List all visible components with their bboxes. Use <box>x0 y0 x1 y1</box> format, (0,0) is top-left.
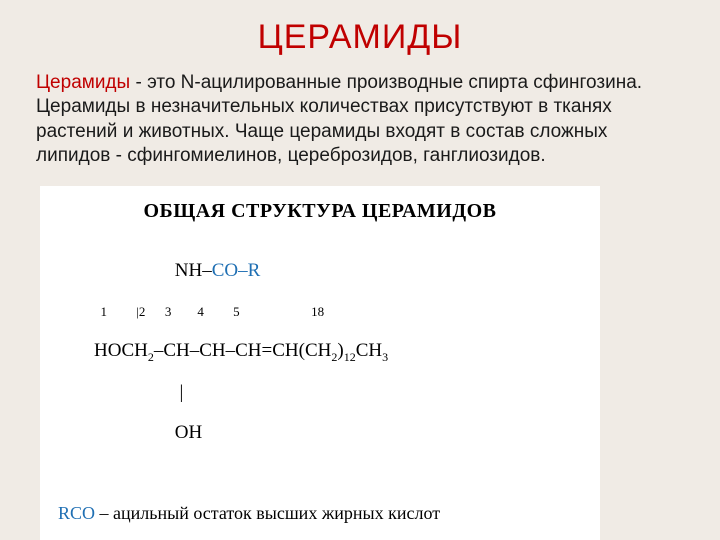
slide: ЦЕРАМИДЫ Церамиды - это N-ацилированные … <box>0 0 720 540</box>
formula-oh-line: OH <box>94 423 582 443</box>
body-paragraph: Церамиды - это N-ацилированные производн… <box>36 71 684 168</box>
index-18: 18 <box>311 304 324 319</box>
chain-mid1: –CH–CH–CH=CH(CH <box>154 340 332 361</box>
chain-end: CH <box>356 340 382 361</box>
sub-3: 3 <box>382 350 388 364</box>
formula-index-line: 1 |2 3 4 5 18 <box>94 301 582 321</box>
caption-rest: – ацильный остаток высших жирных кислот <box>95 503 440 523</box>
figure-caption: RCO – ацильный остаток высших жирных кис… <box>58 503 582 524</box>
indices-left: 1 <box>94 304 136 319</box>
figure-title: ОБЩАЯ СТРУКТУРА ЦЕРАМИДОВ <box>58 200 582 223</box>
oh-text: OH <box>175 422 202 443</box>
bar-2: |2 <box>136 304 145 319</box>
indices-mid: 3 4 5 <box>145 304 311 319</box>
sub-12: 12 <box>344 350 356 364</box>
co-r-text: CO–R <box>212 260 261 281</box>
formula-nh-line: NH–CO–R <box>94 261 582 281</box>
slide-title: ЦЕРАМИДЫ <box>36 18 684 57</box>
chemical-formula: NH–CO–R 1 |2 3 4 5 18 HOCH2–CH–CH–CH=CH(… <box>94 241 582 483</box>
formula-bar-line: | <box>94 383 582 403</box>
bar-plain: | <box>180 382 184 403</box>
lead-word: Церамиды <box>36 72 130 93</box>
chain-pre: HOCH <box>94 340 148 361</box>
structure-figure: ОБЩАЯ СТРУКТУРА ЦЕРАМИДОВ NH–CO–R 1 |2 3… <box>40 186 600 540</box>
caption-blue: RCO <box>58 503 95 523</box>
formula-chain-line: HOCH2–CH–CH–CH=CH(CH2)12CH3 <box>94 341 582 363</box>
nh-text: NH– <box>175 260 212 281</box>
